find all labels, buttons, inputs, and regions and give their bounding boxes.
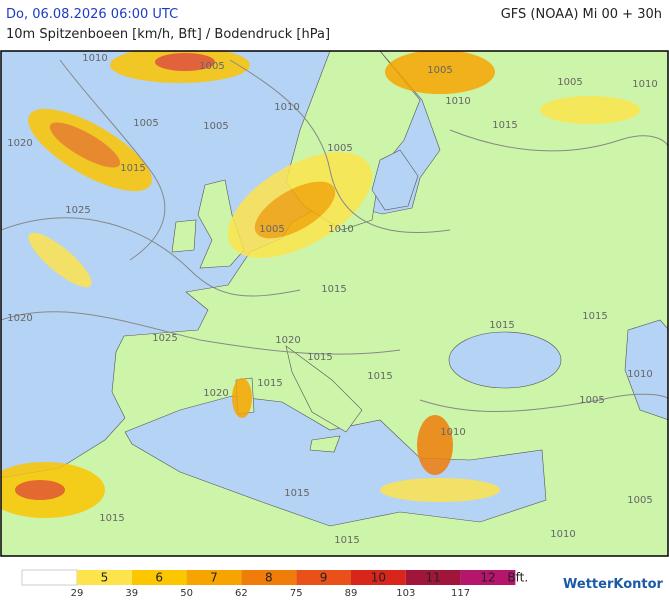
isobar-label: 1005 — [199, 61, 224, 72]
legend-bft: 10 — [371, 571, 386, 585]
isobar — [59, 59, 166, 261]
isobar-label: 1015 — [367, 371, 392, 382]
gust-area — [28, 232, 92, 288]
legend-threshold: 62 — [235, 588, 248, 599]
sea — [371, 149, 668, 420]
isobar-label: 1005 — [427, 65, 452, 76]
legend-bft: 7 — [210, 571, 218, 585]
legend-bft: 6 — [155, 571, 163, 585]
legend-swatch — [241, 570, 297, 585]
legend-unit: Bft. — [507, 571, 528, 585]
legend-bft: 11 — [426, 571, 441, 585]
sea — [448, 331, 562, 389]
legend-bft: 12 — [480, 571, 495, 585]
legend: 5 6 7 8 9 10 11 12 Bft.29 39 50 62 75 89 103 117 — [71, 570, 528, 599]
isobar-label: 1005 — [557, 77, 582, 88]
gust-area — [155, 53, 215, 71]
legend-swatch — [296, 570, 351, 585]
gust-area — [380, 478, 500, 502]
isobar-label: 1015 — [334, 535, 359, 546]
isobar-label: 1010 — [627, 369, 652, 380]
legend-empty-class — [21, 569, 78, 586]
legend-swatch — [77, 570, 132, 585]
isobar-label: 1010 — [632, 79, 657, 90]
isobar-label: 1025 — [152, 333, 177, 344]
isobar-label: 1015 — [489, 320, 514, 331]
legend-bft: 8 — [265, 571, 273, 585]
gust-area — [385, 51, 495, 94]
legend-swatch — [186, 570, 242, 585]
legend-threshold: 117 — [451, 588, 470, 599]
legend-swatch — [405, 570, 461, 585]
legend-threshold: 39 — [125, 588, 138, 599]
isobar-label: 1010 — [445, 96, 470, 107]
legend-bft: 9 — [320, 571, 328, 585]
isobar-label: 1010 — [440, 427, 465, 438]
isobar — [1, 217, 301, 297]
isobar-label: 1010 — [82, 53, 107, 64]
isobar — [229, 59, 451, 233]
isobar-labels: 1010 1005 1005 1005 1010 1010 1010 1005 1005 1015… — [7, 53, 657, 546]
isobar-label: 1015 — [582, 311, 607, 322]
legend-threshold: 75 — [290, 588, 303, 599]
land — [171, 179, 245, 269]
gust-area — [540, 96, 640, 124]
legend-swatch — [351, 570, 406, 585]
isobar-label: 1010 — [550, 529, 575, 540]
isobar-label: 1005 — [203, 121, 228, 132]
isobar-label: 1015 — [99, 513, 124, 524]
isobar-label: 1010 — [328, 224, 353, 235]
gust-area — [417, 415, 453, 475]
subtitle: 10m Spitzenboeen [km/h, Bft] / Bodendruc… — [6, 27, 330, 42]
isobar-label: 1015 — [492, 120, 517, 131]
isobar-label: 1020 — [7, 313, 32, 324]
datetime: Do, 06.08.2026 06:00 UTC — [6, 7, 178, 22]
isobar-label: 1015 — [307, 352, 332, 363]
isobar-label: 1020 — [275, 335, 300, 346]
isobar-label: 1025 — [65, 205, 90, 216]
isobars — [1, 59, 668, 413]
isobar-label: 1005 — [133, 118, 158, 129]
legend-swatch — [460, 570, 516, 585]
gust-area — [232, 378, 252, 418]
legend-bft: 5 — [101, 571, 109, 585]
map-frame — [0, 50, 669, 557]
model-run: GFS (NOAA) Mi 00 + 30h — [501, 7, 662, 22]
isobar-label: 1020 — [203, 388, 228, 399]
legend-threshold: 50 — [180, 588, 193, 599]
isobar-label: 1005 — [327, 143, 352, 154]
gust-area — [49, 122, 121, 168]
legend-threshold: 103 — [396, 588, 415, 599]
isobar — [1, 311, 401, 355]
isobar-label: 1015 — [284, 488, 309, 499]
isobar-label: 1010 — [274, 102, 299, 113]
gust-areas — [1, 51, 640, 518]
gust-area — [254, 181, 336, 239]
logo: WetterKontor — [563, 577, 664, 592]
map-area: 1010 1005 1005 1005 1010 1010 1010 1005 1005 1015… — [1, 51, 668, 556]
isobar-label: 1015 — [257, 378, 282, 389]
isobar-label: 1005 — [579, 395, 604, 406]
isobar-label: 1005 — [259, 224, 284, 235]
gust-area — [15, 480, 65, 500]
isobar-label: 1020 — [7, 138, 32, 149]
isobar — [419, 393, 668, 413]
legend-threshold: 89 — [345, 588, 358, 599]
isobar-label: 1005 — [627, 495, 652, 506]
isobar-label: 1015 — [321, 284, 346, 295]
legend-swatch — [131, 570, 187, 585]
legend-threshold: 29 — [71, 588, 84, 599]
isobar — [449, 129, 668, 152]
isobar-label: 1015 — [120, 163, 145, 174]
